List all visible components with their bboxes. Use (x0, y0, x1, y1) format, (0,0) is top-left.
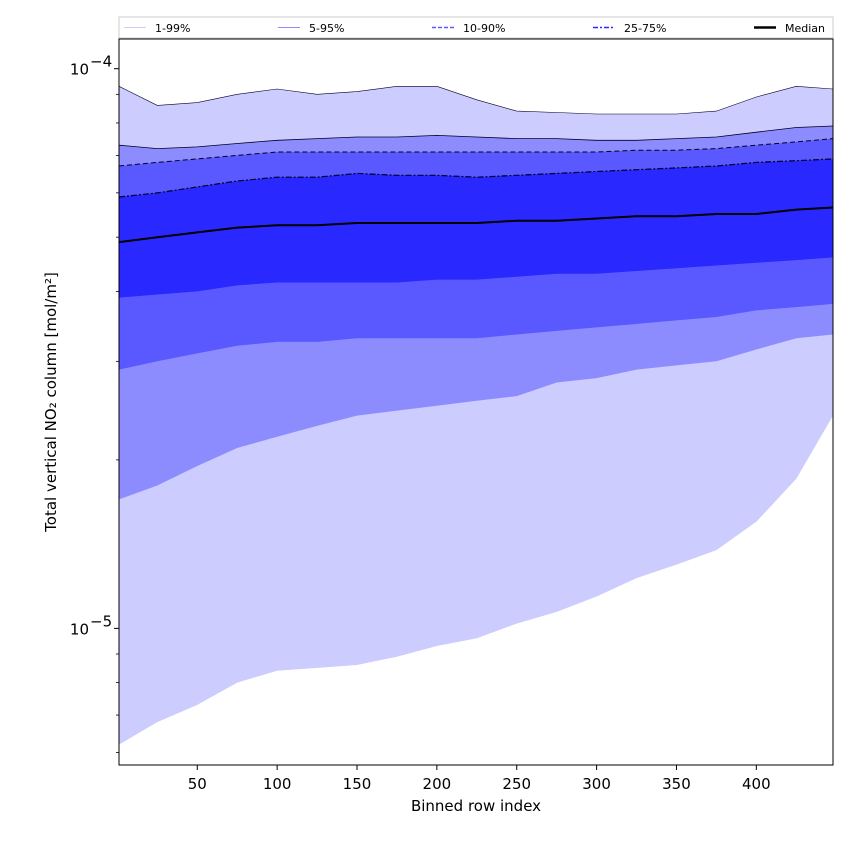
y-tick-exponent: −4 (90, 53, 112, 71)
band-25-75 (119, 158, 833, 298)
y-tick-label: 10 (70, 61, 89, 79)
legend-label: Median (785, 22, 825, 35)
legend-label: 10-90% (463, 22, 505, 35)
plot-frame (118, 38, 834, 766)
y-tick-exponent: −5 (90, 612, 112, 630)
x-tick-label: 100 (263, 775, 292, 793)
percentile-lines (118, 85, 834, 244)
x-tick-label: 300 (582, 775, 611, 793)
x-axis-label: Binned row index (411, 797, 541, 815)
x-tick-label: 250 (502, 775, 531, 793)
legend-label: 25-75% (624, 22, 666, 35)
legend: 1-99% 5-95% 10-90% 25-75% Median (118, 16, 834, 39)
percentile-bands (119, 86, 833, 745)
x-tick-label: 50 (188, 775, 207, 793)
x-tick-label: 350 (662, 775, 691, 793)
x-tick-label: 150 (343, 775, 372, 793)
x-tick-label: 200 (423, 775, 452, 793)
x-axis: 50 100 150 200 250 300 350 400 (188, 765, 771, 793)
y-axis: 10−510−4 (70, 53, 119, 753)
x-tick-label: 400 (742, 775, 771, 793)
line-99 (118, 85, 834, 115)
legend-box (118, 16, 834, 39)
y-axis-label: Total vertical NO₂ column [mol/m²] (42, 272, 60, 533)
y-tick-label: 10 (70, 620, 89, 638)
line-95 (118, 125, 834, 150)
legend-label: 5-95% (309, 22, 344, 35)
legend-label: 1-99% (155, 22, 190, 35)
median-line (118, 206, 834, 244)
